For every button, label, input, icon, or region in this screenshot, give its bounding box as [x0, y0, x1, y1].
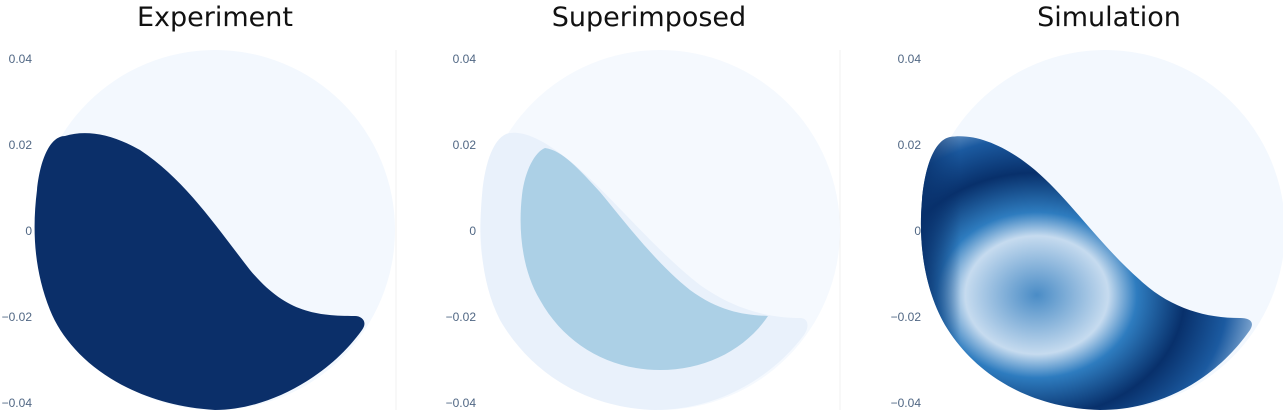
y-tick-label: −0.02 [1, 310, 32, 324]
y-tick-label: 0.02 [452, 138, 476, 152]
y-tick-label: −0.04 [890, 396, 921, 410]
y-tick-label: 0 [469, 224, 476, 238]
y-tick-label: −0.04 [1, 396, 32, 410]
simulation-plot [920, 50, 1283, 411]
y-tick-label: −0.04 [445, 396, 476, 410]
experiment-plot [34, 50, 397, 410]
y-tick-label: 0.02 [8, 138, 32, 152]
overlap-region [520, 148, 768, 370]
y-tick-label: 0.04 [897, 52, 921, 66]
y-tick-label: −0.02 [445, 310, 476, 324]
simulation-edge-shading [920, 136, 1252, 411]
superimposed-plot [480, 50, 841, 411]
simulation-title: Simulation [1037, 2, 1181, 33]
y-tick-label: 0.04 [452, 52, 476, 66]
experiment-title: Experiment [136, 2, 293, 33]
y-tick-label: 0.02 [897, 138, 921, 152]
experiment-region [34, 133, 365, 410]
y-tick-label: 0 [914, 224, 921, 238]
y-tick-label: 0.04 [8, 52, 32, 66]
y-tick-label: 0 [25, 224, 32, 238]
superimposed-title: Superimposed [551, 2, 747, 33]
y-tick-label: −0.02 [890, 310, 921, 324]
